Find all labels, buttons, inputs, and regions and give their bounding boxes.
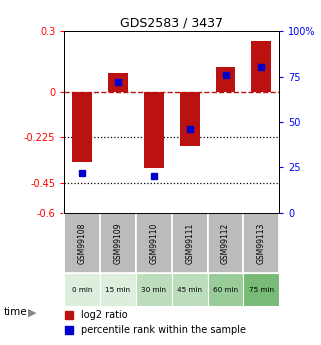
Bar [208, 213, 243, 274]
Text: log2 ratio: log2 ratio [82, 310, 128, 320]
Bar [172, 274, 208, 306]
Text: percentile rank within the sample: percentile rank within the sample [82, 325, 247, 335]
Bar [180, 92, 200, 146]
Text: GSM99108: GSM99108 [78, 223, 87, 264]
Text: GSM99113: GSM99113 [257, 223, 266, 264]
Text: GSM99112: GSM99112 [221, 223, 230, 264]
Bar [100, 274, 136, 306]
Title: GDS2583 / 3437: GDS2583 / 3437 [120, 17, 223, 30]
Bar [208, 274, 243, 306]
Bar [64, 274, 100, 306]
Bar [108, 73, 128, 92]
Bar [136, 274, 172, 306]
Text: 15 min: 15 min [106, 287, 130, 293]
Bar [144, 92, 164, 168]
Bar [100, 213, 136, 274]
Bar [72, 92, 92, 162]
Bar [64, 213, 100, 274]
Text: GSM99110: GSM99110 [149, 223, 158, 264]
Bar [251, 41, 271, 92]
Text: 75 min: 75 min [249, 287, 274, 293]
Bar [216, 67, 235, 92]
Bar [243, 274, 279, 306]
Text: ▶: ▶ [28, 307, 37, 317]
Text: GSM99109: GSM99109 [113, 223, 123, 264]
Bar [243, 213, 279, 274]
Text: 0 min: 0 min [72, 287, 92, 293]
Bar [172, 213, 208, 274]
Bar [136, 213, 172, 274]
Text: time: time [3, 307, 27, 317]
Text: 45 min: 45 min [177, 287, 202, 293]
Text: 30 min: 30 min [141, 287, 166, 293]
Text: 60 min: 60 min [213, 287, 238, 293]
Text: GSM99111: GSM99111 [185, 223, 194, 264]
